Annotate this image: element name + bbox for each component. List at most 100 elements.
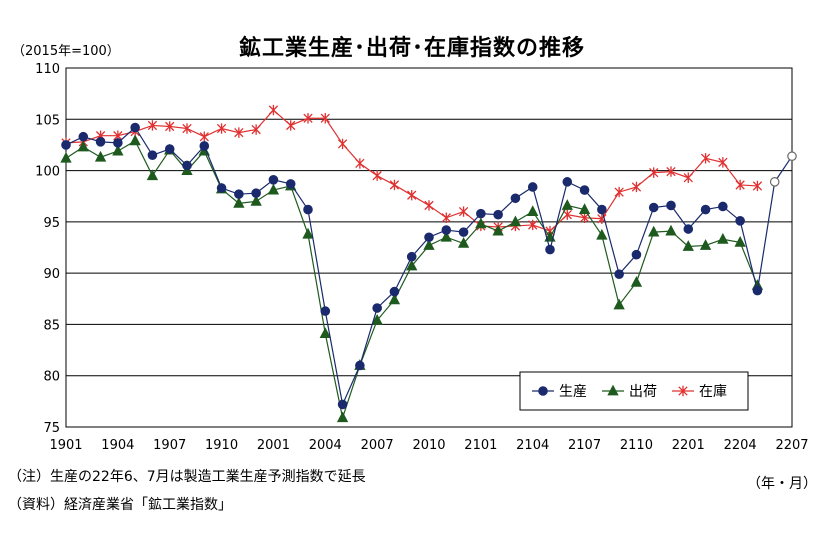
y-tick-label: 75	[43, 421, 60, 436]
data-point	[320, 113, 330, 124]
data-point	[441, 225, 452, 235]
data-point	[717, 232, 729, 244]
data-point	[234, 127, 244, 138]
y-tick-label: 100	[35, 165, 60, 180]
data-point	[355, 158, 365, 169]
data-point	[562, 209, 572, 220]
data-point	[371, 313, 383, 325]
forecast-point	[769, 177, 780, 187]
data-point	[129, 134, 141, 146]
data-point	[216, 183, 227, 193]
data-point	[527, 182, 538, 192]
data-point	[596, 228, 608, 240]
data-point	[630, 276, 643, 287]
data-point	[458, 206, 469, 217]
data-point	[475, 217, 487, 229]
data-point	[718, 157, 728, 168]
x-tick-label: 2101	[464, 438, 497, 453]
data-point	[147, 150, 158, 160]
data-point	[578, 203, 591, 214]
data-point	[165, 121, 175, 132]
data-point	[683, 172, 693, 183]
x-tick-label: 2004	[309, 438, 342, 453]
data-point	[665, 224, 677, 236]
data-point	[77, 140, 89, 152]
data-point	[423, 239, 435, 250]
data-point	[631, 249, 642, 260]
legend: 生産 出荷 在庫	[519, 371, 749, 411]
y-tick-label: 95	[43, 216, 60, 231]
data-point	[424, 200, 434, 211]
data-point	[319, 327, 331, 339]
data-point	[666, 166, 676, 177]
data-point	[545, 244, 555, 255]
x-tick-label: 1901	[49, 438, 82, 453]
data-point	[251, 188, 261, 198]
x-tick-label: 2110	[620, 438, 653, 453]
data-point	[493, 209, 503, 220]
data-point	[424, 232, 434, 243]
data-point	[492, 224, 504, 236]
data-point	[666, 200, 676, 211]
data-point	[320, 306, 331, 316]
data-point	[233, 197, 245, 208]
data-point	[561, 199, 573, 210]
data-point	[303, 204, 313, 215]
x-tick-label: 1904	[101, 438, 134, 453]
data-point	[614, 186, 624, 198]
data-point	[440, 230, 452, 242]
data-point	[406, 259, 418, 271]
data-point	[752, 180, 763, 192]
data-point	[631, 181, 642, 193]
data-point	[94, 150, 107, 162]
data-point	[267, 183, 280, 195]
source-note: （資料）経済産業省「鉱工業指数」	[8, 497, 232, 513]
legend-label: 生産	[559, 384, 587, 400]
x-tick-label: 2207	[775, 438, 808, 453]
data-point	[199, 141, 210, 151]
data-point	[61, 140, 71, 150]
data-point	[510, 193, 521, 204]
data-point	[182, 123, 192, 134]
data-point	[700, 153, 711, 164]
data-point	[752, 285, 763, 296]
data-point	[597, 204, 607, 215]
data-point	[538, 386, 548, 396]
x-tick-label: 2104	[516, 438, 549, 453]
y-tick-label: 80	[43, 370, 60, 385]
data-point	[285, 179, 296, 189]
y-tick-label: 85	[43, 318, 60, 333]
legend-box	[519, 371, 749, 411]
x-tick-label: 2201	[672, 438, 705, 453]
data-point	[389, 179, 400, 191]
x-tick-label: 2010	[412, 438, 445, 453]
data-point	[735, 179, 745, 191]
data-point	[682, 240, 694, 251]
data-point	[476, 208, 486, 219]
legend-label: 出荷	[629, 384, 657, 400]
chart-title: 鉱工業生産･出荷･在庫指数の推移	[238, 36, 585, 61]
data-point	[286, 120, 296, 131]
y-tick-label: 110	[35, 62, 60, 77]
data-point	[579, 212, 590, 223]
y-tick-label: 105	[35, 113, 60, 128]
data-point	[389, 286, 400, 297]
data-point	[700, 204, 711, 215]
y-tick-label: 90	[43, 267, 60, 282]
x-unit-label: （年・月）	[747, 476, 817, 492]
data-point	[182, 160, 192, 171]
data-point	[683, 224, 694, 234]
data-point	[355, 360, 365, 371]
forecast-point	[787, 151, 797, 162]
data-point	[528, 219, 538, 231]
data-point	[302, 227, 314, 239]
data-point	[407, 189, 417, 201]
data-point	[113, 138, 123, 148]
data-point	[509, 215, 522, 227]
x-tick-label: 2204	[724, 438, 757, 453]
data-point	[164, 144, 175, 154]
data-point	[457, 237, 470, 248]
data-point	[406, 251, 417, 262]
x-tick-label: 1907	[153, 438, 186, 453]
